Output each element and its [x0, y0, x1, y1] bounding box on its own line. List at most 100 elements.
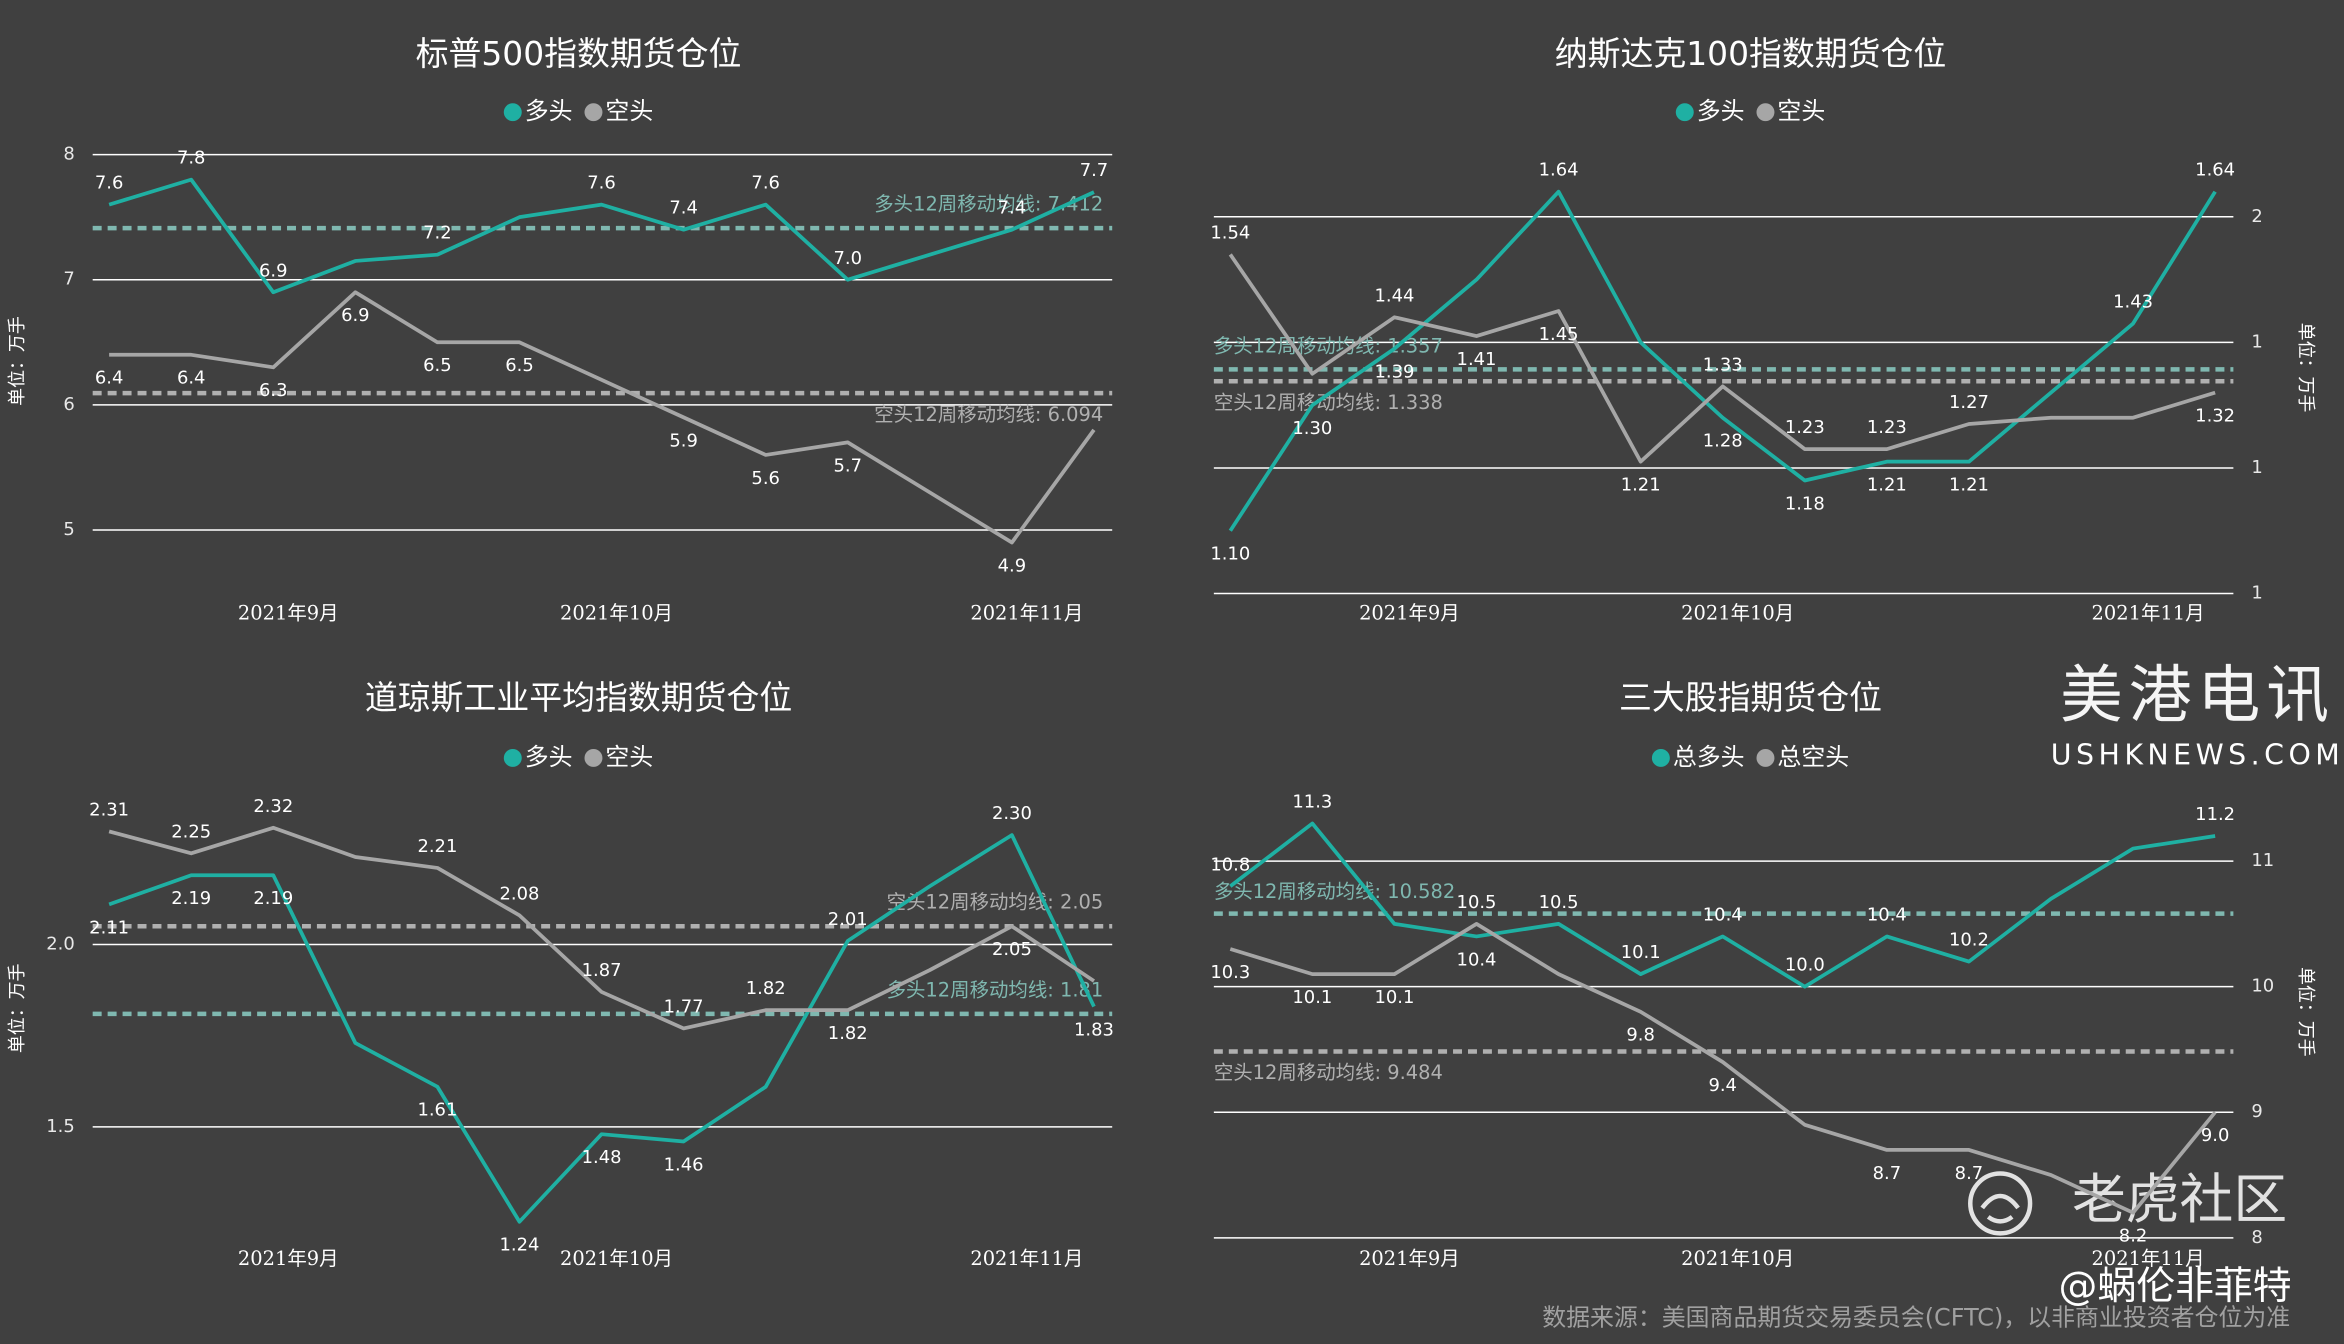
moving-average-label: 空头12周移动均线: 1.338 [1214, 391, 1443, 414]
data-label: 9.8 [1626, 1025, 1655, 1046]
data-label: 2.30 [992, 803, 1032, 824]
legend-marker [584, 103, 603, 122]
data-label: 7.6 [587, 173, 616, 194]
y-axis-label: 单位：万手 [7, 963, 28, 1053]
data-label: 10.1 [1292, 987, 1332, 1008]
x-tick-label: 2021年9月 [238, 1247, 339, 1270]
legend-label: 总多头 [1673, 743, 1745, 771]
y-tick-label: 1 [2251, 331, 2262, 352]
data-label: 1.27 [1949, 392, 1989, 413]
data-label: 7.7 [1080, 160, 1109, 181]
data-label: 1.61 [417, 1100, 457, 1121]
legend-label: 多头 [525, 743, 573, 771]
y-tick-label: 1.5 [46, 1116, 75, 1137]
data-label: 9.0 [2201, 1125, 2230, 1146]
data-label: 8.7 [1873, 1163, 1902, 1184]
data-label: 10.4 [1457, 949, 1497, 970]
legend-marker [1756, 103, 1775, 122]
moving-average-label: 多头12周移动均线: 7.412 [874, 192, 1103, 215]
moving-average-label: 空头12周移动均线: 9.484 [1214, 1061, 1443, 1084]
author-watermark: @蜗伦非菲特 [2058, 1264, 2291, 1309]
data-label: 6.9 [341, 305, 370, 326]
data-label: 1.24 [500, 1235, 540, 1256]
data-label: 2.31 [89, 800, 129, 821]
data-label: 5.9 [669, 430, 698, 451]
y-axis-label: 单位：万手 [2295, 323, 2316, 413]
data-label: 1.87 [582, 960, 622, 981]
y-tick-label: 1 [2251, 457, 2262, 478]
data-label: 4.9 [998, 555, 1027, 576]
data-label: 10.3 [1210, 962, 1250, 983]
data-label: 6.5 [505, 355, 534, 376]
data-label: 6.3 [259, 380, 288, 401]
data-label: 10.1 [1374, 987, 1414, 1008]
chart-title: 道琼斯工业平均指数期货仓位 [365, 678, 792, 717]
data-label: 1.30 [1292, 418, 1332, 439]
data-label: 1.82 [828, 1023, 868, 1044]
data-label: 1.21 [1621, 475, 1661, 496]
data-label: 1.64 [1539, 160, 1579, 181]
data-label: 1.46 [664, 1154, 704, 1175]
moving-average-label: 多头12周移动均线: 1.357 [1214, 334, 1443, 357]
series-line [1228, 253, 2216, 464]
data-label: 7.4 [669, 198, 698, 219]
data-label: 2.08 [500, 883, 540, 904]
data-label: 8.2 [2119, 1226, 2148, 1247]
data-label: 5.7 [833, 455, 862, 476]
series-line [1229, 922, 2217, 1215]
data-label: 7.2 [423, 223, 452, 244]
legend-marker [503, 748, 522, 767]
series-line [108, 833, 1096, 1224]
data-label: 2.19 [171, 888, 211, 909]
x-tick-label: 2021年10月 [560, 1247, 673, 1270]
chart-title: 三大股指期货仓位 [1619, 678, 1882, 717]
x-tick-label: 2021年10月 [1681, 601, 1794, 624]
data-label: 1.43 [2113, 292, 2153, 313]
data-label: 1.54 [1210, 223, 1250, 244]
y-tick-label: 10 [2251, 976, 2274, 997]
legend: 多头 空头 [503, 743, 653, 771]
legend-label: 空头 [605, 97, 653, 125]
data-label: 1.18 [1785, 493, 1825, 514]
data-label: 2.19 [253, 888, 293, 909]
legend-marker [1756, 748, 1775, 767]
data-label: 10.0 [1785, 955, 1825, 976]
legend-marker [1651, 748, 1670, 767]
y-tick-label: 7 [63, 269, 74, 290]
data-label: 1.48 [582, 1147, 622, 1168]
y-tick-label: 5 [63, 519, 74, 540]
data-label: 1.21 [1867, 475, 1907, 496]
moving-average-label: 多头12周移动均线: 1.81 [887, 979, 1104, 1002]
x-tick-label: 2021年10月 [1681, 1247, 1794, 1270]
y-tick-label: 2.0 [46, 934, 75, 955]
chart-title: 标普500指数期货仓位 [416, 34, 742, 73]
data-label: 1.39 [1374, 362, 1414, 383]
legend-label: 空头 [605, 743, 653, 771]
data-label: 10.1 [1621, 942, 1661, 963]
data-label: 2.21 [417, 836, 457, 857]
data-label: 2.11 [89, 917, 129, 938]
data-label: 10.5 [1457, 892, 1497, 913]
data-label: 1.21 [1949, 475, 1989, 496]
data-label: 11.2 [2195, 804, 2235, 825]
series-line [108, 177, 1095, 295]
x-tick-label: 2021年9月 [238, 601, 339, 624]
series-line [108, 825, 1096, 1031]
y-tick-label: 2 [2251, 206, 2262, 227]
moving-average-label: 多头12周移动均线: 10.582 [1214, 880, 1455, 903]
data-label: 10.4 [1867, 905, 1907, 926]
data-label: 1.77 [664, 996, 704, 1017]
data-label: 1.83 [1074, 1019, 1114, 1040]
brand-watermark: 美港电讯 [2060, 659, 2335, 732]
data-label: 7.6 [95, 173, 124, 194]
site-watermark: USHKNEWS.COM [2051, 738, 2344, 771]
data-label: 1.23 [1867, 417, 1907, 438]
legend-marker [584, 748, 603, 767]
y-tick-label: 8 [63, 144, 74, 165]
data-label: 2.25 [171, 821, 211, 842]
legend-label: 总空头 [1777, 743, 1849, 771]
x-tick-label: 2021年9月 [1359, 1247, 1460, 1270]
data-label: 7.6 [751, 173, 780, 194]
data-label: 10.2 [1949, 930, 1989, 951]
